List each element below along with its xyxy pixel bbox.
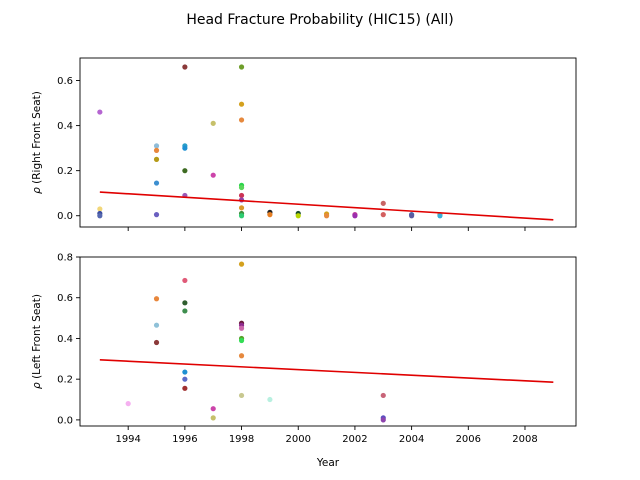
y-tick-label: 0.0 bbox=[57, 415, 73, 426]
data-point bbox=[238, 213, 245, 219]
y-tick-label: 0.4 bbox=[57, 334, 73, 345]
data-point bbox=[153, 212, 160, 218]
y-tick-label: 0.0 bbox=[57, 211, 73, 222]
data-point bbox=[182, 145, 188, 151]
data-point bbox=[380, 392, 386, 399]
data-point bbox=[238, 392, 245, 399]
data-point bbox=[267, 212, 273, 218]
data-point bbox=[238, 337, 245, 344]
data-point bbox=[352, 213, 358, 219]
y-tick-label: 0.2 bbox=[57, 375, 73, 386]
data-point bbox=[97, 109, 103, 115]
y-tick-label: 0.8 bbox=[57, 253, 73, 264]
y-tick-label: 0.2 bbox=[57, 166, 73, 177]
data-point bbox=[153, 339, 160, 346]
subplot-2: 0.0 0.2 0.4 0.6 0.8 1994 1996 1998 2000 2002 2004 2… bbox=[31, 253, 577, 445]
data-point bbox=[97, 213, 103, 219]
x-tick-label: 2000 bbox=[286, 434, 311, 445]
data-point bbox=[182, 369, 188, 375]
data-point bbox=[210, 406, 216, 412]
data-point bbox=[238, 261, 245, 267]
data-point bbox=[238, 64, 245, 70]
y-axis-label-text: (Left Front Seat) bbox=[31, 294, 43, 382]
y-tick-label: 0.6 bbox=[57, 293, 73, 304]
x-tick-label: 1998 bbox=[229, 434, 254, 445]
y-tick-label: 0.6 bbox=[57, 76, 73, 87]
x-tick-label: 2002 bbox=[342, 434, 367, 445]
data-point bbox=[182, 64, 188, 70]
data-point bbox=[238, 101, 245, 107]
data-point bbox=[153, 147, 160, 153]
data-point bbox=[409, 213, 415, 219]
data-point bbox=[238, 325, 245, 331]
data-point bbox=[267, 396, 273, 403]
data-point bbox=[182, 168, 188, 174]
data-point bbox=[153, 156, 160, 162]
y-axis-label-text: (Right Front Seat) bbox=[31, 91, 43, 187]
data-point bbox=[153, 180, 160, 186]
data-point bbox=[125, 401, 131, 407]
data-point bbox=[437, 213, 443, 219]
data-point bbox=[182, 300, 188, 306]
data-point bbox=[153, 296, 160, 302]
data-point bbox=[380, 200, 386, 206]
data-point bbox=[295, 213, 301, 219]
y-axis-label-symbol: ρ bbox=[31, 382, 43, 389]
data-point bbox=[182, 385, 188, 391]
data-point bbox=[210, 120, 216, 126]
data-point bbox=[238, 184, 245, 191]
data-point bbox=[238, 205, 245, 211]
data-point bbox=[182, 308, 188, 314]
data-point bbox=[153, 322, 160, 328]
data-point bbox=[380, 417, 386, 423]
data-point bbox=[210, 172, 216, 178]
y-axis-label: ρ (Right Front Seat) bbox=[31, 91, 43, 194]
plot-frame bbox=[79, 57, 577, 228]
x-tick-label: 1994 bbox=[115, 434, 140, 445]
trend-line bbox=[99, 359, 554, 384]
subplot-1: 0.0 0.2 0.4 0.6 ρ (Right Front Seat) bbox=[31, 57, 577, 231]
plot-frame bbox=[79, 256, 577, 427]
x-tick-label: 2008 bbox=[512, 434, 537, 445]
data-point bbox=[323, 213, 330, 219]
data-point bbox=[380, 212, 386, 218]
trend-line bbox=[99, 191, 554, 221]
x-tick-label: 2006 bbox=[456, 434, 481, 445]
data-point bbox=[238, 353, 245, 359]
data-point bbox=[238, 117, 245, 123]
y-tick-label: 0.4 bbox=[57, 121, 73, 132]
data-point bbox=[182, 277, 188, 284]
data-point bbox=[153, 143, 160, 149]
chart-title: Head Fracture Probability (HIC15) (All) bbox=[186, 12, 453, 28]
data-point bbox=[210, 415, 216, 421]
data-point bbox=[182, 376, 188, 382]
x-tick-label: 2004 bbox=[399, 434, 424, 445]
data-point bbox=[238, 192, 245, 199]
y-axis-label-symbol: ρ bbox=[31, 187, 43, 194]
x-axis-label: Year bbox=[316, 457, 340, 469]
x-tick-label: 1996 bbox=[172, 434, 197, 445]
data-point bbox=[97, 206, 103, 212]
y-axis-label: ρ (Left Front Seat) bbox=[31, 294, 43, 389]
chart-panels: 0.00.20.40.6ρ (Right Front Seat)0.00.20.… bbox=[31, 57, 577, 445]
